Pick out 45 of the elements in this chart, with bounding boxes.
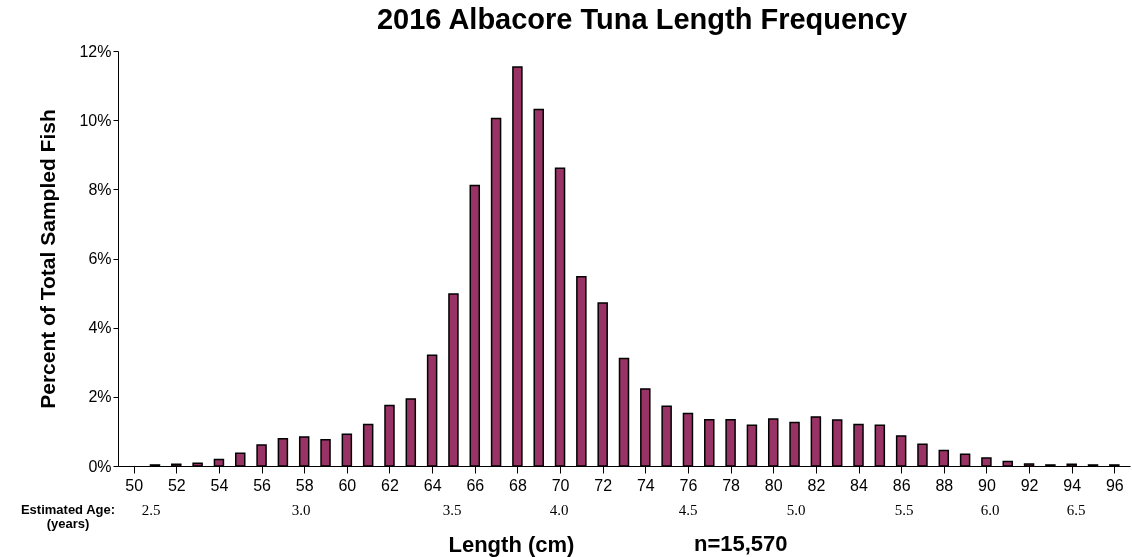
chart-title: 2016 Albacore Tuna Length Frequency [376,3,908,35]
x-tick-label: 68 [509,476,527,494]
y-tick-label: 0% [88,457,112,475]
x-tick-label: 58 [295,476,314,494]
y-tick-label: 10% [79,111,112,129]
x-tick-label: 96 [1105,476,1124,494]
x-tick-label: 78 [722,476,741,494]
x-axis-title: Length (cm) [448,531,575,557]
y-tick-label: 2% [88,388,112,406]
x-tick-label: 54 [210,476,229,494]
x-tick-label: 76 [679,476,698,494]
y-tick-label: 8% [88,180,112,198]
x-tick-label: 88 [935,476,954,494]
x-tick-label: 92 [1020,476,1039,494]
y-tick-label: 12% [79,42,112,60]
x-tick-label: 80 [764,476,783,494]
text: 4.0 [549,502,569,518]
y-tick-label: 6% [88,250,112,267]
x-tick-label: 86 [892,476,911,494]
text: 3.0 [291,502,311,518]
x-tick-label: 52 [167,476,186,494]
text: 6.5 [1066,502,1086,518]
x-tick-label: 72 [594,476,613,494]
x-tick-label: 82 [807,476,826,494]
x-tick-label: 94 [1063,476,1082,494]
x-tick-label: 56 [253,476,272,494]
x-tick-label: 90 [978,476,996,494]
text: 5.0 [786,502,806,518]
y-axis-title: Percent of Total Sampled Fish [36,109,60,409]
text: 3.5 [442,502,462,518]
text: 6.0 [980,502,1000,518]
x-tick-label: 74 [636,476,655,494]
text: 4.5 [678,502,698,518]
text: n=15,570 [694,531,788,556]
x-tick-label: 64 [423,476,442,494]
text: 2.5 [141,502,161,518]
x-tick-label: 62 [381,476,399,494]
x-tick-label: 60 [338,476,357,494]
x-tick-label: 66 [466,476,485,494]
x-tick-label: 84 [850,476,869,494]
x-tick-label: 50 [125,476,144,494]
text: 5.5 [894,502,914,518]
y-tick-label: 4% [88,319,112,337]
x-tick-label: 70 [551,476,570,494]
text: Estimated Age: (years) [20,502,116,531]
